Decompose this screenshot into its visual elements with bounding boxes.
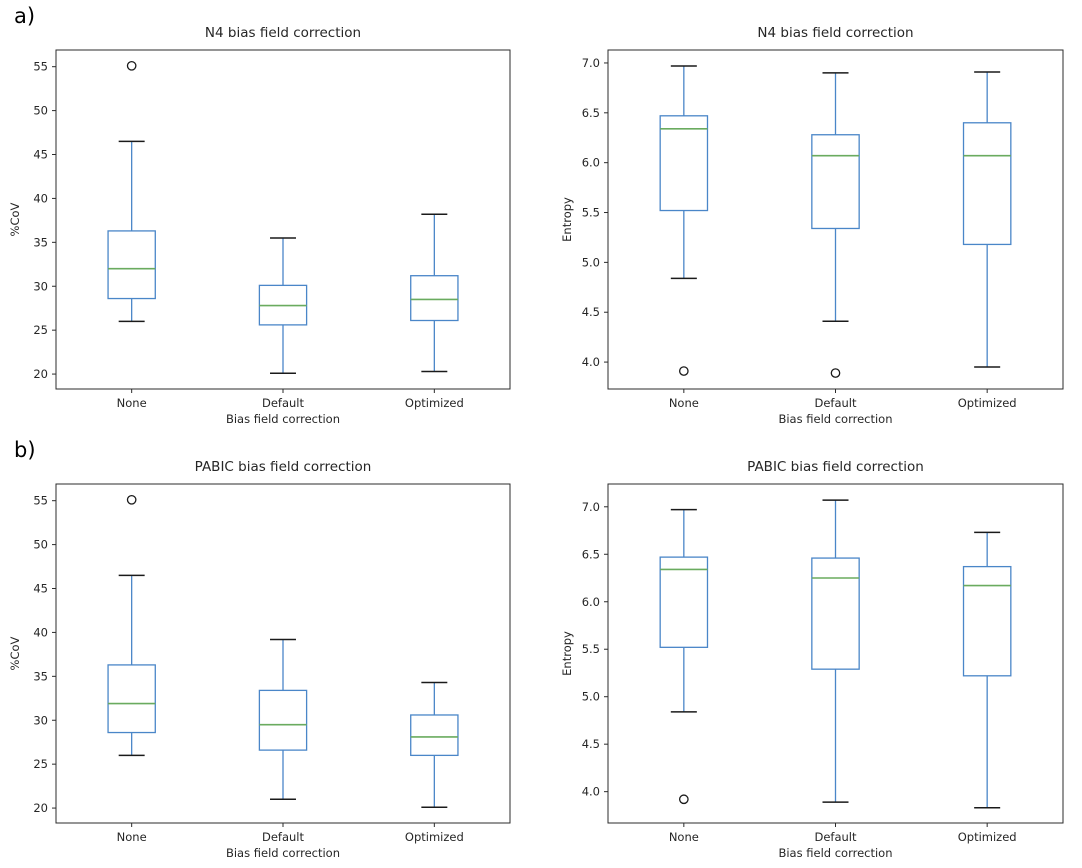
x-tick-label: None — [669, 830, 699, 844]
y-tick-label: 6.5 — [582, 106, 600, 120]
y-tick-label: 4.0 — [582, 785, 600, 799]
iqr-box — [962, 122, 1012, 246]
box-group — [811, 499, 860, 803]
box-group — [659, 508, 709, 805]
x-tick-label: Default — [814, 396, 857, 410]
y-tick-label: 7.0 — [582, 500, 600, 514]
y-tick-label: 6.0 — [582, 595, 600, 609]
x-tick-label: None — [669, 396, 699, 410]
boxplot-pabic-cov: PABIC bias field correction 20 25 30 35 40 45 5… — [8, 459, 511, 860]
x-tick-label: Optimized — [405, 830, 464, 844]
y-tick-label: 5.0 — [582, 255, 600, 269]
x-tick-label: Default — [262, 830, 305, 844]
x-tick-label: Optimized — [958, 830, 1017, 844]
box-group — [258, 638, 308, 801]
box-group — [410, 681, 459, 808]
x-tick-label: Default — [262, 396, 305, 410]
x-axis-label: Bias field correction — [778, 846, 892, 860]
y-tick-label: 40 — [33, 625, 48, 639]
y-tick-label: 4.5 — [582, 305, 600, 319]
outlier-point — [126, 494, 137, 505]
boxplot-pabic-entropy: PABIC bias field correction 4.0 4.5 5.0 5.5 6… — [560, 459, 1064, 860]
y-tick-label: 30 — [33, 279, 48, 293]
y-tick-label: 40 — [33, 191, 48, 205]
y-tick-label: 35 — [33, 235, 48, 249]
y-axis-label: Entropy — [560, 197, 574, 242]
box-group — [258, 237, 308, 374]
y-tick-label: 4.0 — [582, 355, 600, 369]
y-tick-label: 55 — [33, 60, 48, 74]
y-tick-label: 55 — [33, 494, 48, 508]
box-group — [962, 531, 1012, 809]
y-tick-label: 5.5 — [582, 642, 600, 656]
outlier-point — [678, 794, 689, 805]
y-tick-label: 25 — [33, 323, 48, 337]
chart-title: PABIC bias field correction — [195, 459, 372, 475]
box-group — [107, 60, 156, 323]
y-axis-label: %CoV — [8, 202, 22, 236]
x-tick-label: Optimized — [405, 396, 464, 410]
panel-label-b: b) — [14, 438, 36, 462]
iqr-box — [258, 689, 308, 751]
iqr-box — [107, 664, 156, 734]
box-group — [410, 213, 459, 373]
box-group — [659, 65, 709, 376]
figure-row-b: b) PABIC bias field correction 20 25 30 35 40… — [0, 434, 1082, 868]
y-tick-label: 45 — [33, 582, 48, 596]
y-tick-label: 5.5 — [582, 206, 600, 220]
y-axis-label: %CoV — [8, 636, 22, 670]
chart-title: N4 bias field correction — [205, 25, 361, 41]
x-axis-label: Bias field correction — [226, 846, 340, 860]
x-axis-label: Bias field correction — [778, 412, 892, 426]
boxplot-n4-cov: N4 bias field correction 20 25 30 35 40 45 50 55… — [8, 25, 511, 426]
chart-title: N4 bias field correction — [757, 25, 913, 41]
outlier-point — [126, 60, 137, 71]
iqr-box — [811, 557, 860, 670]
y-tick-label: 20 — [33, 367, 48, 381]
figure-row-a: a) N4 bias field correction 20 25 30 35 40 45 5… — [8, 4, 1064, 426]
box-group — [107, 494, 156, 757]
y-tick-label: 6.5 — [582, 547, 600, 561]
iqr-box — [410, 714, 459, 757]
y-tick-label: 5.0 — [582, 690, 600, 704]
y-tick-label: 7.0 — [582, 56, 600, 70]
y-tick-label: 25 — [33, 757, 48, 771]
y-tick-label: 35 — [33, 669, 48, 683]
y-tick-label: 30 — [33, 713, 48, 727]
iqr-box — [659, 556, 709, 648]
x-tick-label: None — [117, 830, 147, 844]
iqr-box — [659, 115, 709, 212]
panel-label-a: a) — [14, 4, 36, 28]
iqr-box — [107, 230, 156, 300]
y-tick-label: 20 — [33, 801, 48, 815]
box-group — [811, 72, 860, 378]
y-tick-label: 4.5 — [582, 737, 600, 751]
chart-title: PABIC bias field correction — [747, 459, 924, 475]
x-axis-label: Bias field correction — [226, 412, 340, 426]
x-tick-label: Optimized — [958, 396, 1017, 410]
y-tick-label: 50 — [33, 104, 48, 118]
box-group — [962, 71, 1012, 368]
iqr-box — [962, 565, 1012, 677]
y-tick-label: 6.0 — [582, 156, 600, 170]
x-tick-label: None — [117, 396, 147, 410]
outlier-point — [678, 366, 689, 376]
outlier-point — [830, 368, 841, 378]
y-tick-label: 50 — [33, 538, 48, 552]
y-axis-label: Entropy — [560, 631, 574, 676]
iqr-box — [410, 275, 459, 322]
y-tick-label: 45 — [33, 148, 48, 162]
iqr-box — [811, 134, 860, 230]
boxplot-n4-entropy: N4 bias field correction 4.0 4.5 5.0 5.5 6.0 6… — [560, 25, 1064, 426]
x-tick-label: Default — [814, 830, 857, 844]
